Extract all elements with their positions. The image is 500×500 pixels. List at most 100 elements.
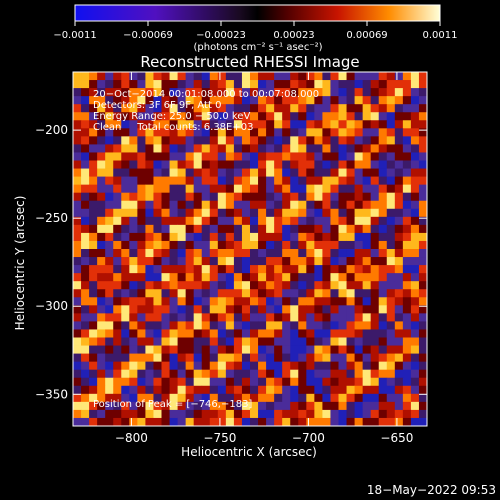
heatmap-cell <box>282 200 291 210</box>
heatmap-cell <box>193 144 203 153</box>
heatmap-cell <box>105 136 114 145</box>
heatmap-cell <box>314 369 323 379</box>
heatmap-cell <box>402 257 412 266</box>
heatmap-cell <box>185 297 195 306</box>
heatmap-cell <box>370 313 380 322</box>
heatmap-cell <box>386 120 396 129</box>
heatmap-cell <box>161 168 170 177</box>
heatmap-cell <box>322 112 331 121</box>
heatmap-cell <box>97 417 106 427</box>
heatmap-cell <box>97 401 106 411</box>
heatmap-cell <box>217 417 227 427</box>
heatmap-cell <box>298 265 307 274</box>
heatmap-cell <box>217 337 227 346</box>
heatmap-cell <box>105 249 114 258</box>
heatmap-cell <box>185 393 195 403</box>
heatmap-cell <box>346 297 355 306</box>
heatmap-cell <box>193 257 203 266</box>
heatmap-cell <box>89 329 98 338</box>
heatmap-cell <box>73 184 82 194</box>
heatmap-cell <box>113 361 122 371</box>
heatmap-cell <box>330 337 339 346</box>
heatmap-cell <box>145 200 154 210</box>
heatmap-cell <box>209 297 219 306</box>
heatmap-cell <box>418 289 428 298</box>
heatmap-cell <box>266 232 275 242</box>
heatmap-cell <box>370 345 380 354</box>
colorbar-ticks: −0.0011 −0.00069 −0.00023 0.00023 0.00069 0.0… <box>53 21 458 41</box>
heatmap-cell <box>418 224 428 234</box>
heatmap-cell <box>370 136 380 145</box>
heatmap-cell <box>314 112 323 121</box>
heatmap-cell <box>298 160 307 169</box>
heatmap-cell <box>306 297 315 306</box>
heatmap-cell <box>346 417 355 427</box>
heatmap-cell <box>378 409 388 419</box>
heatmap-cell <box>153 369 162 379</box>
heatmap-cell <box>378 321 388 330</box>
heatmap-cell <box>250 192 259 202</box>
heatmap-cell <box>209 265 219 274</box>
heatmap-cell <box>153 192 162 202</box>
heatmap-cell <box>306 240 315 250</box>
heatmap-cell <box>209 112 219 121</box>
heatmap-cell <box>258 168 267 177</box>
heatmap-cell <box>290 417 299 427</box>
heatmap-cell <box>241 417 251 427</box>
heatmap-cell <box>233 232 243 242</box>
heatmap-cell <box>193 104 203 113</box>
heatmap-cell <box>233 208 243 218</box>
heatmap-cell <box>282 128 291 137</box>
heatmap-cell <box>201 232 211 242</box>
heatmap-cell <box>394 353 404 363</box>
heatmap-cell <box>177 104 187 113</box>
heatmap-cell <box>169 409 178 419</box>
heatmap-cell <box>241 353 251 363</box>
heatmap-cell <box>233 128 243 137</box>
heatmap-cell <box>282 337 291 346</box>
heatmap-cell <box>89 224 98 234</box>
heatmap-cell <box>394 152 404 161</box>
heatmap-cell <box>274 353 283 363</box>
heatmap-cell <box>193 200 203 210</box>
heatmap-cell <box>290 289 299 298</box>
heatmap-cell <box>161 224 170 234</box>
heatmap-cell <box>201 128 211 137</box>
heatmap-cell <box>338 305 347 314</box>
heatmap-cell <box>322 160 331 169</box>
heatmap-cell <box>298 417 307 427</box>
heatmap-cell <box>274 409 283 419</box>
heatmap-cell <box>418 176 428 186</box>
heatmap-cell <box>169 393 178 403</box>
heatmap-cell <box>129 120 138 129</box>
heatmap-cell <box>266 409 275 419</box>
heatmap-cell <box>121 80 130 89</box>
heatmap-cell <box>298 112 307 121</box>
heatmap-cell <box>402 353 412 363</box>
heatmap-cell <box>266 265 275 274</box>
heatmap-cell <box>298 96 307 105</box>
heatmap-cell <box>394 345 404 354</box>
heatmap-cell <box>137 369 146 379</box>
heatmap-cell <box>282 297 291 306</box>
heatmap-cell <box>274 176 283 186</box>
heatmap-cell <box>73 144 82 153</box>
heatmap-cell <box>402 80 412 89</box>
heatmap-cell <box>81 361 90 371</box>
heatmap-cell <box>378 345 388 354</box>
heatmap-cell <box>298 104 307 113</box>
colorbar-tick-label: 0.00023 <box>273 30 314 41</box>
heatmap-cell <box>330 160 339 169</box>
heatmap-cell <box>274 401 283 411</box>
heatmap-cell <box>153 361 162 371</box>
heatmap-cell <box>217 72 227 81</box>
heatmap-cell <box>225 160 235 169</box>
heatmap-cell <box>153 417 162 427</box>
heatmap-cell <box>97 160 106 169</box>
heatmap-cell <box>362 321 372 330</box>
heatmap-cell <box>97 80 106 89</box>
heatmap-cell <box>418 200 428 210</box>
heatmap-cell <box>290 249 299 258</box>
heatmap-cell <box>290 305 299 314</box>
heatmap-cell <box>354 409 364 419</box>
